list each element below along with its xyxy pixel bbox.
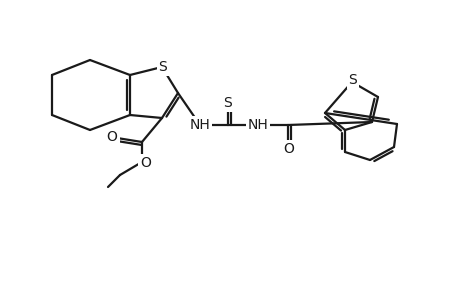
- Text: O: O: [140, 156, 151, 170]
- Text: NH: NH: [189, 118, 210, 132]
- Text: S: S: [348, 73, 357, 87]
- Text: S: S: [223, 96, 232, 110]
- Text: O: O: [283, 142, 294, 156]
- Text: NH: NH: [247, 118, 268, 132]
- Text: O: O: [106, 130, 117, 144]
- Text: S: S: [158, 60, 167, 74]
